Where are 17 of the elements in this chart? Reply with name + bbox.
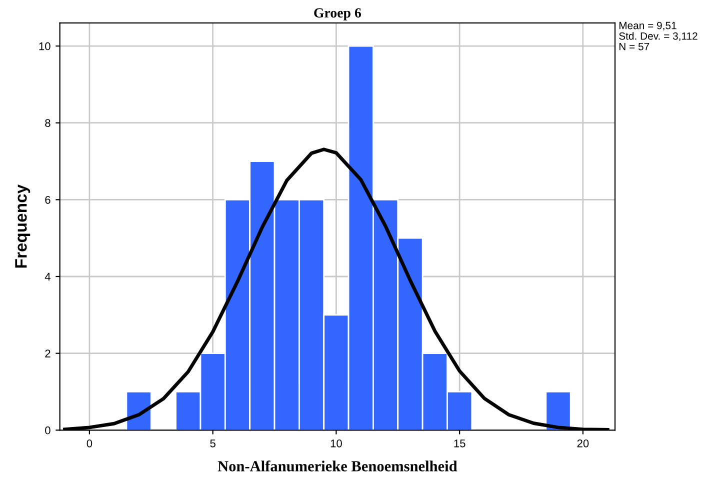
y-tick-label: 8	[45, 119, 50, 127]
x-tick-label: 15	[454, 440, 466, 448]
x-axis-title: Non-Alfanumerieke Benoemsnelheid	[218, 460, 458, 472]
y-tick-label: 6	[45, 196, 50, 204]
y-tick-label: 0	[45, 426, 50, 434]
text: N = 57	[619, 43, 650, 50]
x-tick-label: 5	[210, 440, 216, 448]
chart-title: Groep 6	[314, 8, 362, 20]
text: Std. Dev. = 3,112	[619, 32, 698, 41]
text: Mean = 9,51	[619, 22, 676, 30]
y-axis-title: Frequency	[15, 184, 30, 268]
x-tick-label: 10	[330, 439, 342, 448]
x-tick-label: 0	[86, 439, 92, 448]
y-tick-label: 2	[45, 350, 50, 358]
y-tick-label: 4	[44, 272, 50, 281]
x-tick-label: 20	[577, 439, 589, 448]
y-tick-label: 10	[39, 42, 50, 50]
